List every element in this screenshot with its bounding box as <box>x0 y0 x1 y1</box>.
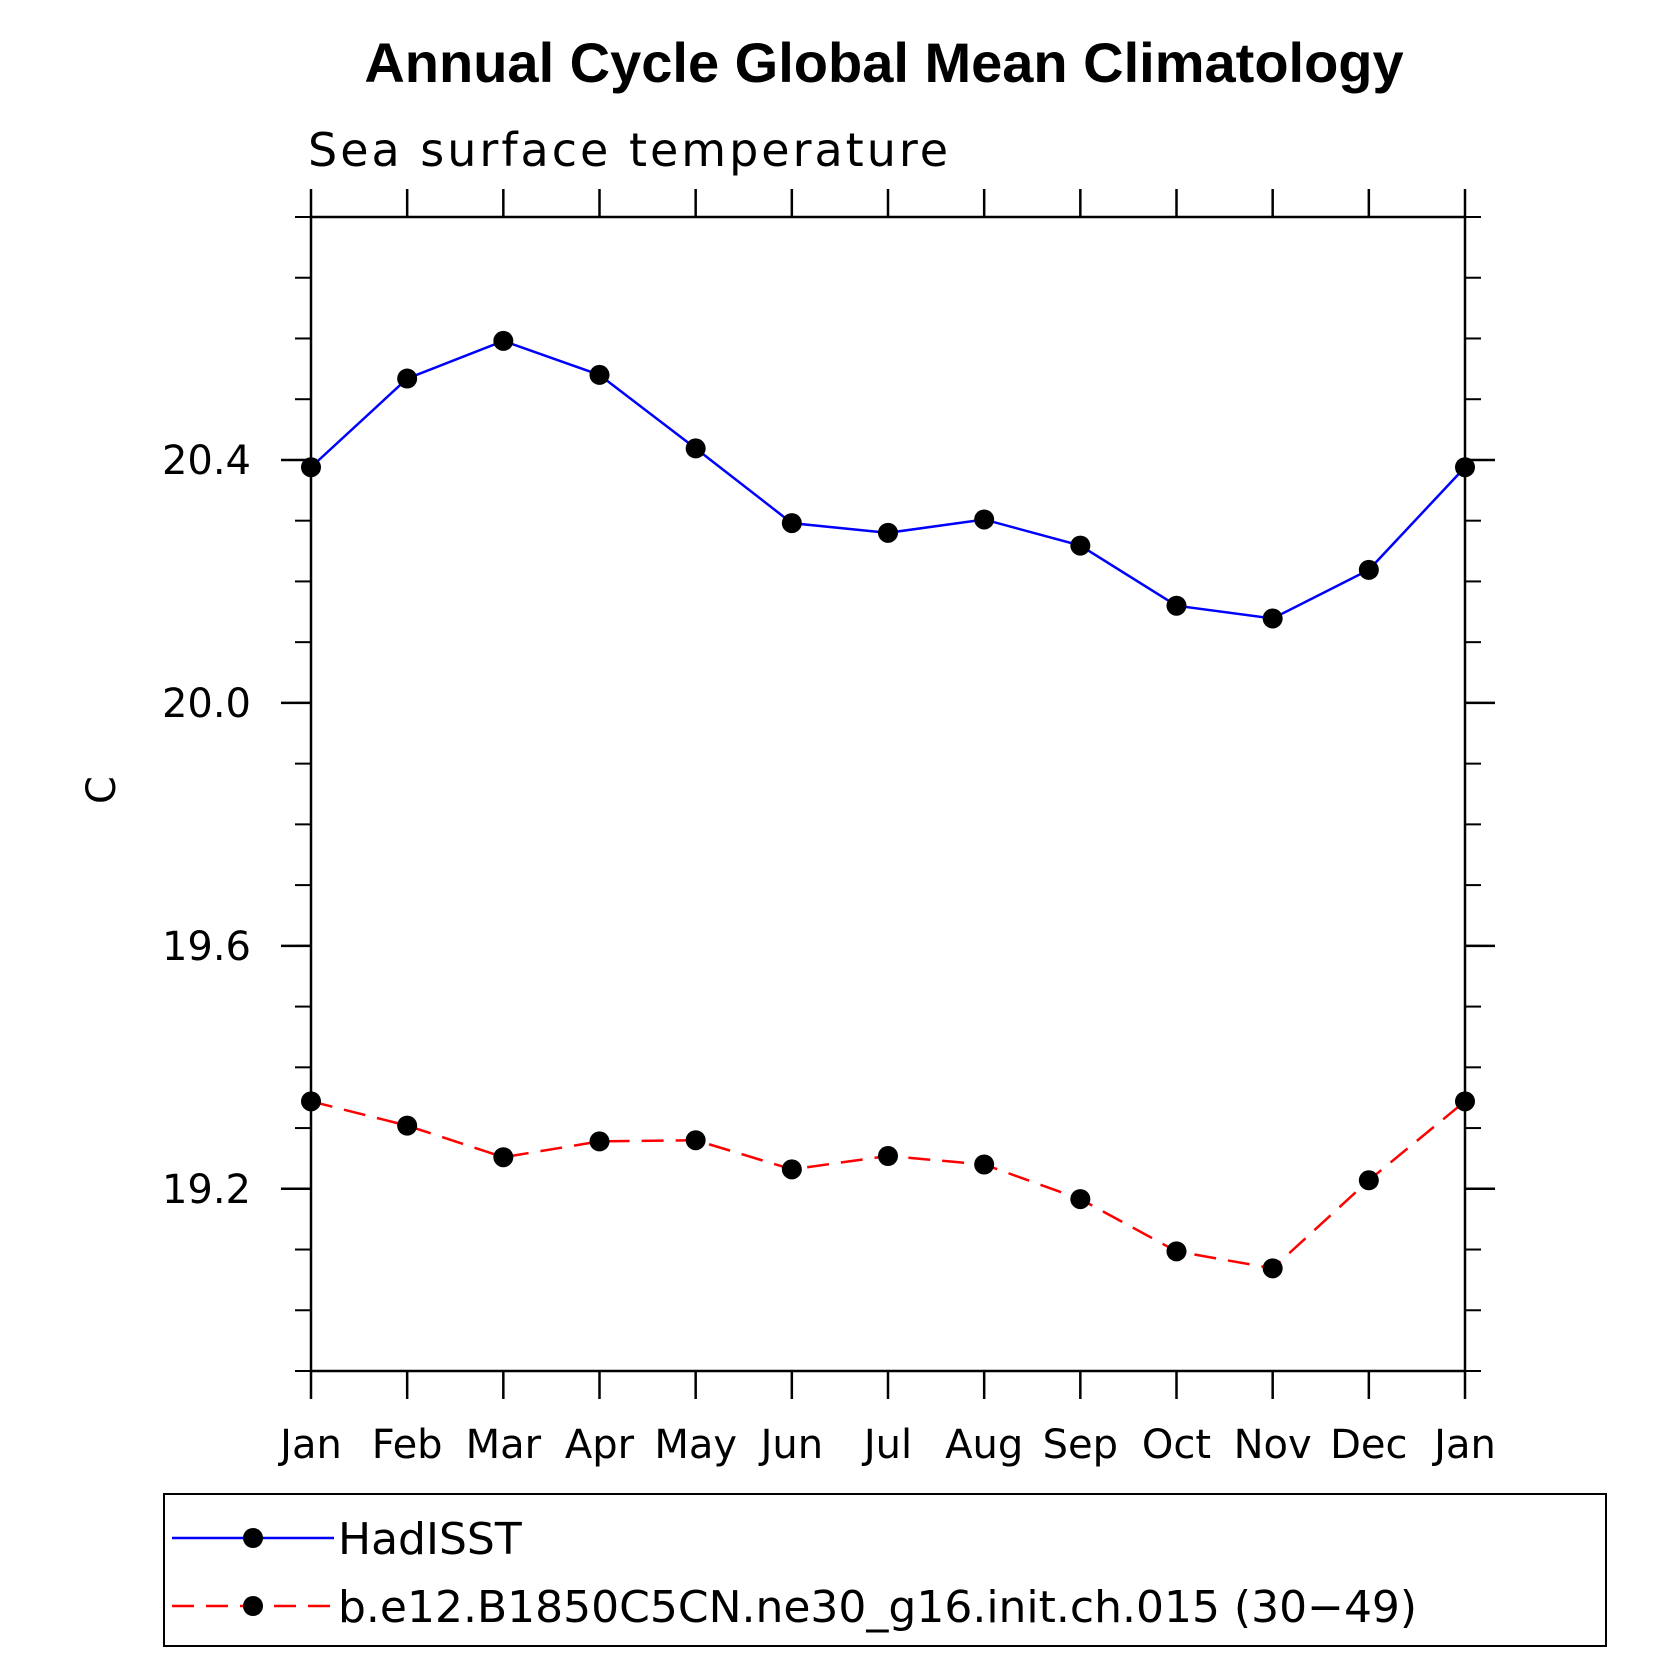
data-point <box>781 1159 802 1180</box>
x-tick-label: Jul <box>861 1422 912 1468</box>
data-point <box>878 1145 898 1166</box>
y-tick-label: 20.0 <box>162 681 251 727</box>
y-axis-label: C <box>79 776 125 804</box>
series-line <box>310 339 1466 620</box>
axis-ticks <box>281 189 1495 1399</box>
series-0 <box>301 330 1475 629</box>
data-point <box>493 1147 514 1168</box>
x-tick-label: Nov <box>1234 1422 1312 1468</box>
data-point <box>1455 1091 1475 1112</box>
x-tick-label: Dec <box>1330 1422 1407 1468</box>
x-tick-label: Apr <box>565 1422 635 1468</box>
plot-border <box>309 215 1467 1373</box>
plot-frame <box>309 215 1467 1373</box>
data-point <box>1455 457 1475 478</box>
x-tick-label: Aug <box>945 1422 1023 1468</box>
series-1 <box>301 1091 1475 1279</box>
data-point <box>1358 559 1379 580</box>
chart-title: Annual Cycle Global Mean Climatology <box>364 31 1403 94</box>
data-point <box>1166 595 1187 616</box>
legend-marker-hadisst <box>243 1528 263 1548</box>
data-point <box>1166 1241 1187 1262</box>
x-tick-label: Mar <box>466 1422 542 1468</box>
data-point <box>685 1130 706 1151</box>
data-point <box>397 1115 418 1136</box>
data-point <box>878 522 898 543</box>
x-tick-label: Jan <box>277 1422 342 1468</box>
y-tick-label: 19.6 <box>162 924 251 970</box>
axis-tick-labels: Jan Feb Mar Apr May Jun Jul Aug Sep Oct Nov Dec Jan 1… <box>162 438 1496 1468</box>
data-point <box>493 330 514 351</box>
data-point <box>1262 608 1283 629</box>
x-tick-label: Oct <box>1142 1422 1211 1468</box>
data-point <box>974 509 995 530</box>
x-tick-label: May <box>654 1422 737 1468</box>
legend-marker-model <box>243 1596 263 1616</box>
data-point <box>589 1131 610 1152</box>
data-point <box>301 457 321 478</box>
data-point <box>1262 1258 1283 1279</box>
legend-label-model: b.e12.B1850C5CN.ne30_g16.init.ch.015 (30… <box>338 1582 1417 1633</box>
data-point <box>1070 535 1091 556</box>
data-point <box>781 513 802 534</box>
y-tick-label: 20.4 <box>162 438 251 484</box>
legend-label-hadisst: HadISST <box>338 1514 522 1565</box>
series-layer <box>301 330 1475 1279</box>
data-point <box>1070 1189 1091 1210</box>
x-tick-label: Sep <box>1043 1422 1118 1468</box>
y-tick-label: 19.2 <box>162 1167 251 1213</box>
legend: HadISST b.e12.B1850C5CN.ne30_g16.init.ch… <box>163 1493 1607 1647</box>
data-point <box>1358 1170 1379 1191</box>
data-point <box>301 1091 321 1112</box>
x-tick-label: Feb <box>372 1422 443 1468</box>
x-tick-label: Jan <box>1431 1422 1496 1468</box>
x-tick-label: Jun <box>758 1422 824 1468</box>
data-point <box>589 364 610 385</box>
data-point <box>974 1154 995 1175</box>
series-line <box>310 1100 1466 1270</box>
legend-box <box>163 1493 1607 1647</box>
data-point <box>397 368 418 389</box>
chart-subtitle: Sea surface temperature <box>308 123 951 177</box>
data-point <box>685 438 706 459</box>
